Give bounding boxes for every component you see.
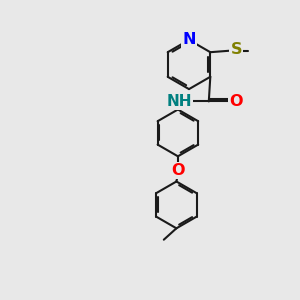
Text: O: O xyxy=(229,94,243,109)
Text: N: N xyxy=(182,32,196,47)
Text: NH: NH xyxy=(167,94,192,109)
Text: S: S xyxy=(231,42,242,57)
Text: O: O xyxy=(171,163,185,178)
